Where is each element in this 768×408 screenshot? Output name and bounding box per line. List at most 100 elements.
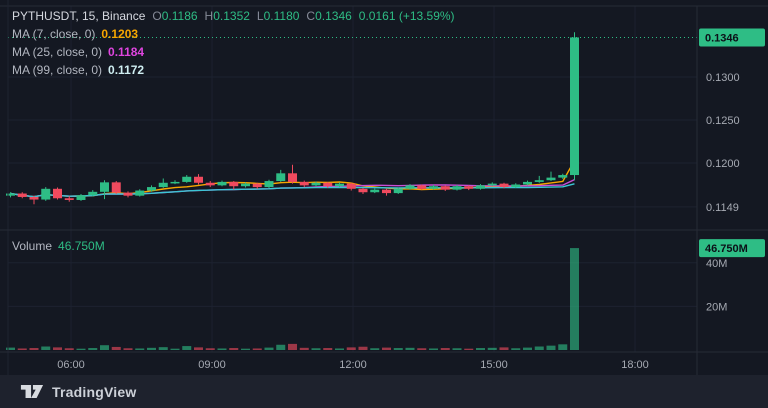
price-axis-label[interactable]: 0.1300 [706,72,740,84]
last-volume-badge[interactable]: 46.750M [705,243,748,255]
candle-body[interactable] [558,175,568,178]
candle-body[interactable] [464,186,474,189]
candle-body[interactable] [358,188,368,193]
volume-bar[interactable] [382,347,391,350]
candle-body[interactable] [41,188,51,200]
volume-bar[interactable] [64,348,74,350]
candle-body[interactable] [476,185,485,189]
volume-bar[interactable] [311,348,321,350]
volume-bar[interactable] [487,347,497,350]
last-price-badge[interactable]: 0.1346 [705,32,739,44]
volume-bar[interactable] [429,348,438,350]
volume-bar[interactable] [546,345,556,350]
volume-bar[interactable] [499,347,509,350]
symbol-title[interactable]: PYTHUSDT, 15, Binance [12,9,146,23]
volume-bar[interactable] [252,348,262,350]
volume-bar[interactable] [335,348,344,350]
candle-body[interactable] [264,181,274,188]
volume-bar[interactable] [29,348,39,350]
volume-axis-label[interactable]: 20M [706,301,727,313]
candle-body[interactable] [100,182,109,192]
candle-body[interactable] [393,188,403,194]
volume-bar[interactable] [264,347,274,350]
volume-bar[interactable] [17,348,27,350]
candle-body[interactable] [370,189,380,193]
volume-axis-label[interactable]: 40M [706,258,727,270]
candle-body[interactable] [523,181,532,185]
ma-indicator-row-0[interactable]: MA (7, close, 0) 0.1203 [12,25,455,43]
volume-bar[interactable] [205,348,215,350]
candle-body[interactable] [135,190,145,196]
candle-body[interactable] [311,182,321,186]
volume-bar[interactable] [170,348,180,350]
volume-bar[interactable] [100,345,109,350]
ma-indicator-row-2[interactable]: MA (99, close, 0) 0.1172 [12,61,455,79]
candle-body[interactable] [429,186,438,189]
candle-body[interactable] [405,185,415,189]
candle-body[interactable] [194,176,203,183]
volume-bar[interactable] [358,346,368,350]
volume-bar[interactable] [123,348,133,350]
volume-bar[interactable] [476,348,485,350]
candle-body[interactable] [299,181,309,186]
volume-bar[interactable] [511,348,521,350]
volume-bar[interactable] [229,348,239,350]
volume-bar[interactable] [288,343,297,350]
volume-bar[interactable] [182,346,192,350]
volume-legend[interactable]: Volume 46.750M [12,239,105,253]
candle-body[interactable] [123,192,133,196]
candle-body[interactable] [276,173,286,182]
time-axis-label[interactable]: 09:00 [198,359,226,371]
ohlc-row[interactable]: PYTHUSDT, 15, Binance O0.1186 H0.1352 L0.11… [12,7,455,25]
volume-bar[interactable] [370,348,380,350]
time-axis-label[interactable]: 18:00 [621,359,649,371]
volume-bar[interactable] [440,348,450,350]
volume-bar[interactable] [570,248,579,350]
volume-bar[interactable] [76,348,86,350]
candle-body[interactable] [417,185,427,189]
volume-bar[interactable] [464,348,474,350]
candle-body[interactable] [182,176,192,182]
candle-body[interactable] [288,173,297,182]
price-axis-label[interactable]: 0.1149 [706,202,739,214]
candle-body[interactable] [76,195,86,200]
volume-bar[interactable] [323,348,333,350]
candle-body[interactable] [17,193,27,197]
volume-bar[interactable] [6,347,15,350]
candle-body[interactable] [534,180,544,182]
candle-body[interactable] [440,186,450,190]
candle-body[interactable] [158,182,168,188]
candle-body[interactable] [147,187,156,191]
volume-bar[interactable] [393,348,403,350]
tradingview-logo[interactable]: TradingView [20,384,136,400]
candle-body[interactable] [88,191,98,196]
ma-indicator-row-1[interactable]: MA (25, close, 0) 0.1184 [12,43,455,61]
candle-body[interactable] [217,181,227,186]
volume-bar[interactable] [111,346,121,350]
volume-bar[interactable] [299,347,309,350]
candle-body[interactable] [323,182,333,187]
time-axis-label[interactable]: 06:00 [57,359,85,371]
candle-body[interactable] [452,186,462,190]
candle-body[interactable] [29,196,39,200]
candle-body[interactable] [487,183,497,186]
candle-body[interactable] [511,184,521,188]
volume-bar[interactable] [53,347,62,350]
candle-body[interactable] [252,183,262,188]
volume-bar[interactable] [405,347,415,350]
volume-bar[interactable] [558,344,568,350]
candle-body[interactable] [382,189,391,194]
price-axis-label[interactable]: 0.1200 [706,158,740,170]
candle-body[interactable] [570,37,579,176]
candle-body[interactable] [546,177,556,181]
volume-bar[interactable] [88,348,98,350]
volume-bar[interactable] [158,347,168,350]
volume-bar[interactable] [417,348,427,350]
volume-bar[interactable] [346,347,356,350]
volume-bar[interactable] [534,346,544,350]
candle-body[interactable] [346,183,356,189]
volume-bar[interactable] [147,347,156,350]
candle-body[interactable] [6,193,15,196]
candle-body[interactable] [335,183,344,187]
volume-bar[interactable] [135,348,145,350]
